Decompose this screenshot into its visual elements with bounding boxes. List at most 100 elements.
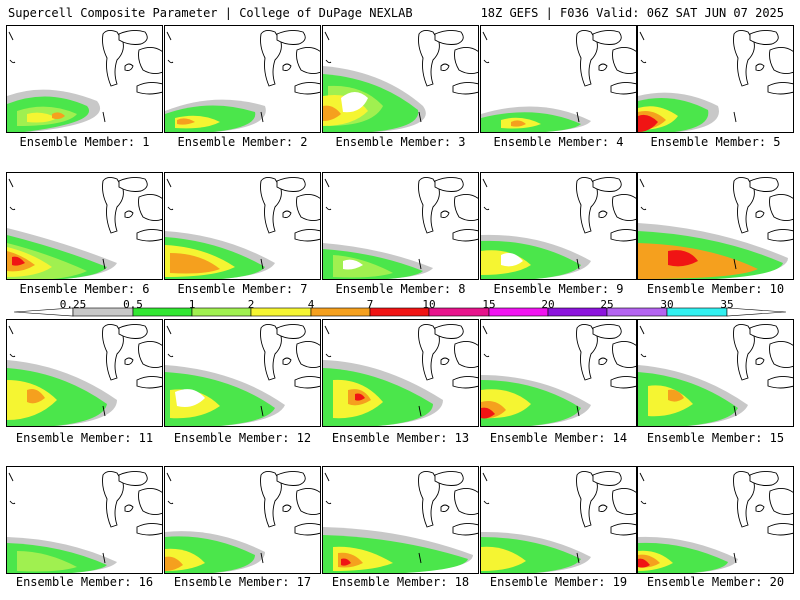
scp-contour-fill	[27, 112, 57, 123]
great-lakes-outline	[454, 194, 478, 222]
ensemble-member-map-12	[164, 319, 321, 427]
scp-field-map	[481, 29, 636, 132]
ensemble-member-label: Ensemble Member: 18	[331, 575, 470, 589]
lake-outline-small	[324, 325, 422, 417]
ensemble-member-label: Ensemble Member: 3	[335, 135, 466, 149]
scp-contour-fill	[175, 389, 205, 407]
great-lakes-outline	[434, 323, 464, 339]
great-lakes-outline	[282, 357, 292, 365]
great-lakes-outline	[118, 470, 148, 486]
lake-outline-small	[324, 472, 422, 564]
color-scale-tick-label: 20	[541, 298, 555, 311]
great-lakes-outline	[102, 323, 124, 381]
great-lakes-outline	[276, 323, 306, 339]
great-lakes-outline	[592, 176, 622, 192]
scp-contour-fill	[177, 118, 195, 125]
ensemble-member-map-3	[322, 25, 479, 133]
great-lakes-outline	[733, 29, 755, 87]
scp-contour-fill	[668, 250, 698, 267]
great-lakes-outline	[124, 504, 134, 512]
lake-outline-small	[166, 31, 264, 123]
scp-contour-fill	[511, 120, 526, 127]
great-lakes-outline	[749, 470, 779, 486]
color-scale-tick-label: 7	[366, 298, 374, 311]
great-lakes-outline	[769, 47, 793, 75]
great-lakes-outline	[124, 357, 134, 365]
great-lakes-outline	[452, 228, 478, 242]
color-scale-segment	[606, 307, 668, 317]
ensemble-member-label: Ensemble Member: 14	[489, 431, 628, 445]
great-lakes-outline	[276, 29, 306, 45]
scp-field-map	[165, 323, 320, 426]
lake-outline-small	[8, 178, 106, 270]
color-scale-tick-label: 0.25	[59, 298, 87, 311]
great-lakes-outline	[767, 81, 793, 95]
great-lakes-outline	[755, 357, 765, 365]
ensemble-member-map-11	[6, 319, 163, 427]
great-lakes-outline	[294, 522, 320, 536]
ensemble-member-label: Ensemble Member: 19	[489, 575, 628, 589]
great-lakes-outline	[598, 210, 608, 218]
scp-contour-fill	[341, 92, 368, 113]
great-lakes-outline	[755, 210, 765, 218]
color-scale-tick-label: 35	[720, 298, 734, 311]
great-lakes-outline	[276, 470, 306, 486]
color-scale-segment	[666, 307, 728, 317]
great-lakes-outline	[598, 357, 608, 365]
great-lakes-outline	[138, 194, 162, 222]
great-lakes-outline	[418, 176, 440, 234]
scp-field-map	[481, 470, 636, 573]
lake-outline-small	[482, 325, 580, 417]
ensemble-member-label: Ensemble Member: 12	[173, 431, 312, 445]
ensemble-member-label: Ensemble Member: 9	[493, 282, 624, 296]
ensemble-member-map-2	[164, 25, 321, 133]
ensemble-member-map-18	[322, 466, 479, 574]
great-lakes-outline	[296, 194, 320, 222]
color-scale-tick-label: 30	[660, 298, 674, 311]
great-lakes-outline	[138, 47, 162, 75]
great-lakes-outline	[612, 194, 636, 222]
great-lakes-outline	[733, 176, 755, 234]
great-lakes-outline	[260, 323, 282, 381]
lake-outline-small	[324, 178, 422, 270]
great-lakes-outline	[102, 29, 124, 87]
ensemble-member-label: Ensemble Member: 8	[335, 282, 466, 296]
scp-contour-fill	[638, 114, 658, 132]
great-lakes-outline	[118, 29, 148, 45]
scp-field-map	[323, 470, 478, 573]
great-lakes-outline	[294, 375, 320, 389]
ensemble-member-map-16	[6, 466, 163, 574]
ensemble-member-label: Ensemble Member: 16	[15, 575, 154, 589]
lake-outline-small	[166, 325, 264, 417]
scp-contour-fill	[668, 389, 684, 402]
scp-field-map	[323, 176, 478, 279]
run-info: 18Z GEFS | F036 Valid: 06Z SAT JUN 07 20…	[480, 6, 784, 20]
great-lakes-outline	[452, 522, 478, 536]
ensemble-member-map-7	[164, 172, 321, 280]
color-scale-tick-label: 4	[307, 298, 315, 311]
scp-contour-fill	[638, 558, 650, 568]
ensemble-member-map-17	[164, 466, 321, 574]
color-scale-tick-label: 1	[188, 298, 196, 311]
great-lakes-outline	[118, 176, 148, 192]
great-lakes-outline	[598, 504, 608, 512]
scp-field-map	[165, 470, 320, 573]
scp-field-map	[481, 176, 636, 279]
ensemble-member-label: Ensemble Member: 15	[646, 431, 785, 445]
lake-outline-small	[324, 31, 422, 123]
ensemble-member-map-9	[480, 172, 637, 280]
great-lakes-outline	[138, 341, 162, 369]
ensemble-member-map-15	[637, 319, 794, 427]
ensemble-member-map-19	[480, 466, 637, 574]
great-lakes-outline	[592, 323, 622, 339]
great-lakes-outline	[294, 228, 320, 242]
great-lakes-outline	[136, 375, 162, 389]
ensemble-member-label: Ensemble Member: 1	[19, 135, 150, 149]
ensemble-member-label: Ensemble Member: 13	[331, 431, 470, 445]
great-lakes-outline	[769, 194, 793, 222]
color-scale-tick-label: 0.5	[123, 298, 143, 311]
great-lakes-outline	[282, 504, 292, 512]
great-lakes-outline	[124, 210, 134, 218]
great-lakes-outline	[576, 176, 598, 234]
great-lakes-outline	[102, 470, 124, 528]
